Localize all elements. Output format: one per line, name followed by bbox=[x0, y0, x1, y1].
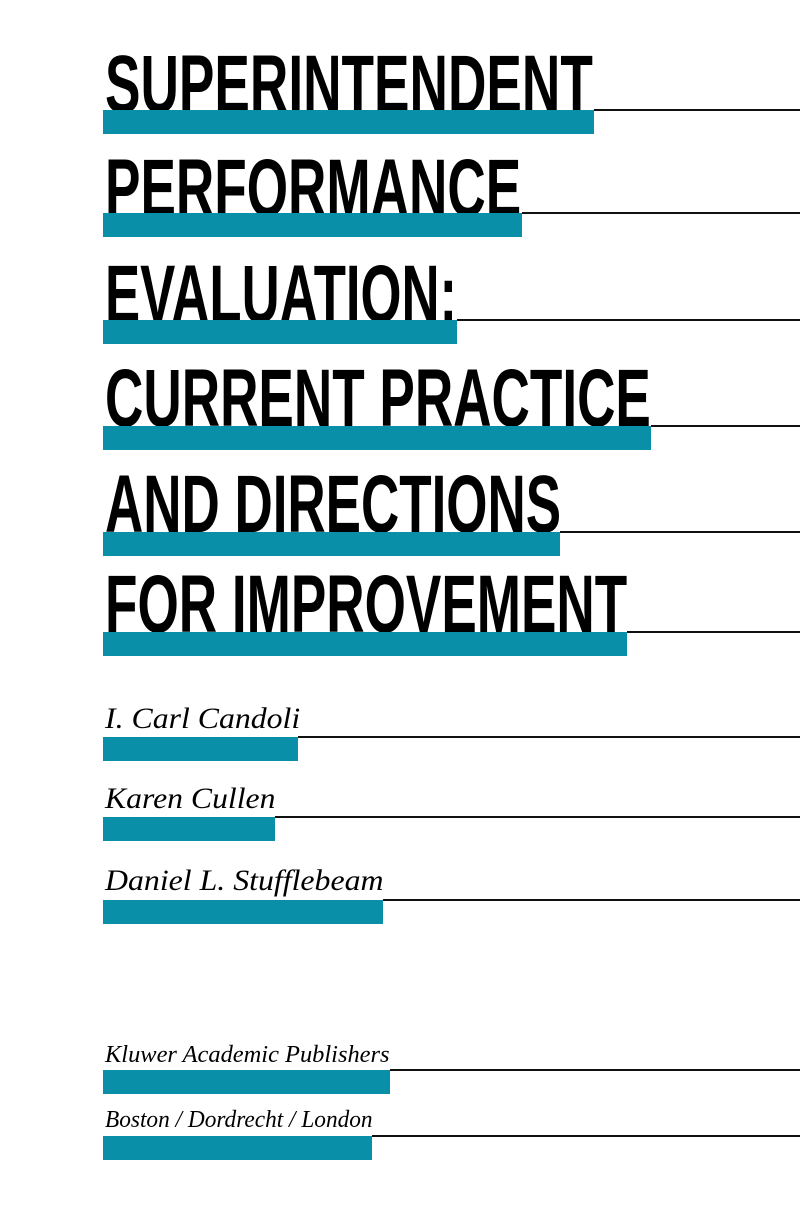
rule-line bbox=[651, 425, 800, 427]
accent-bar bbox=[103, 320, 457, 344]
accent-bar bbox=[103, 213, 522, 237]
accent-bar bbox=[103, 532, 560, 556]
accent-bar bbox=[103, 1136, 372, 1160]
author-name: Karen Cullen bbox=[105, 782, 276, 815]
rule-line bbox=[560, 531, 800, 533]
title-line: FOR IMPROVEMENT bbox=[105, 559, 628, 650]
rule-line bbox=[298, 736, 800, 738]
accent-bar bbox=[103, 817, 275, 841]
accent-bar bbox=[103, 1070, 390, 1094]
title-line: CURRENT PRACTICE bbox=[105, 353, 651, 444]
author-name: I. Carl Candoli bbox=[105, 702, 301, 735]
accent-bar bbox=[103, 426, 651, 450]
rule-line bbox=[372, 1135, 800, 1137]
title-line: AND DIRECTIONS bbox=[105, 459, 562, 550]
rule-line bbox=[383, 899, 800, 901]
rule-line bbox=[594, 109, 800, 111]
rule-line bbox=[522, 212, 800, 214]
publisher-locations: Boston / Dordrecht / London bbox=[105, 1107, 373, 1133]
rule-line bbox=[627, 631, 800, 633]
publisher-name: Kluwer Academic Publishers bbox=[105, 1042, 390, 1068]
author-name: Daniel L. Stufflebeam bbox=[105, 864, 384, 897]
rule-line bbox=[275, 816, 800, 818]
accent-bar bbox=[103, 632, 627, 656]
rule-line bbox=[390, 1069, 800, 1071]
accent-bar bbox=[103, 900, 383, 924]
accent-bar bbox=[103, 110, 594, 134]
accent-bar bbox=[103, 737, 298, 761]
rule-line bbox=[457, 319, 800, 321]
